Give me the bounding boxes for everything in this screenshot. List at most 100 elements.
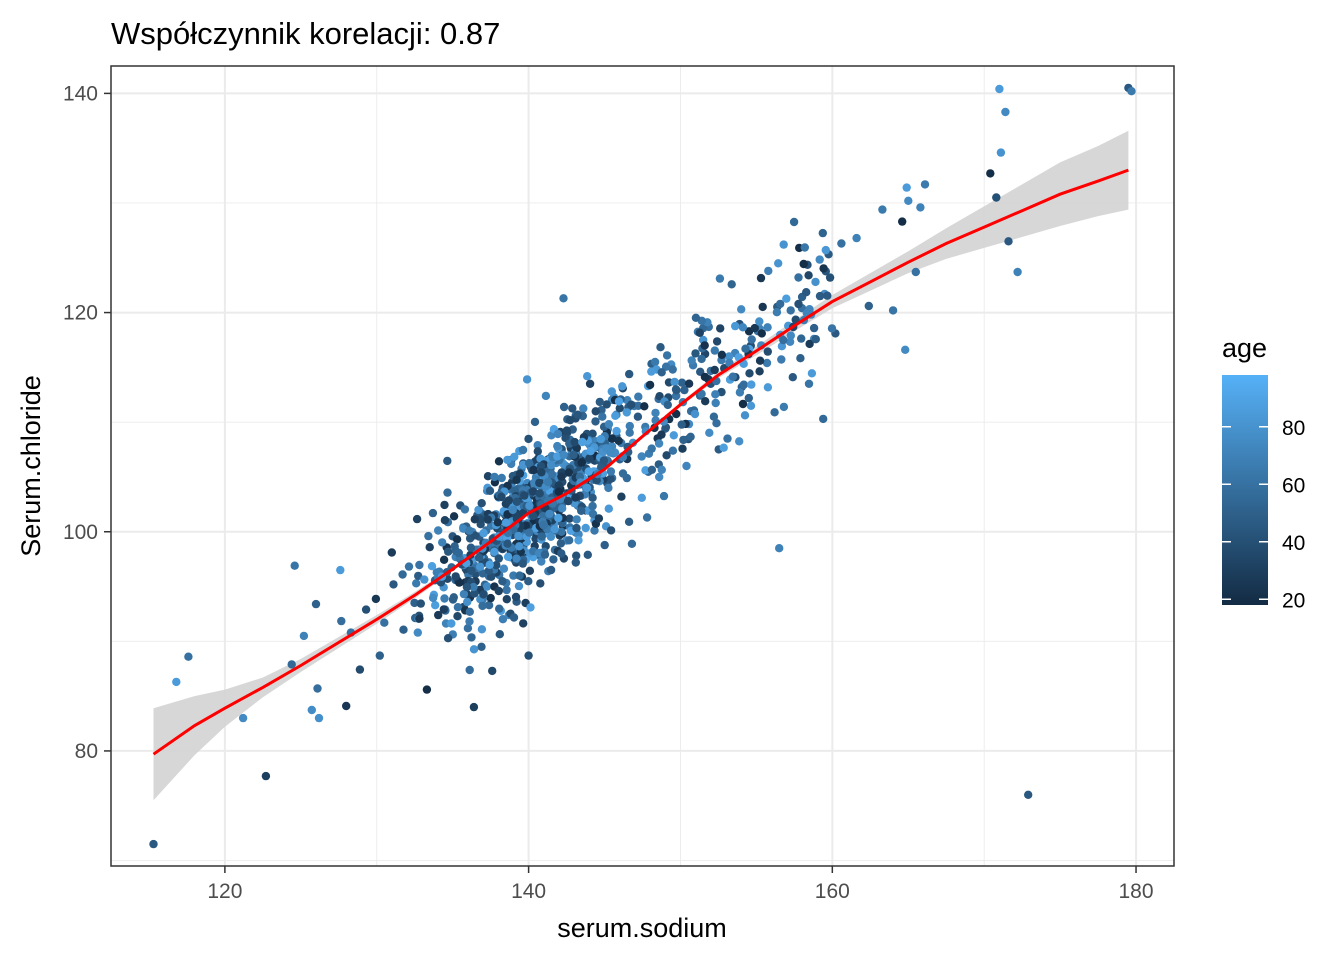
data-point bbox=[415, 560, 424, 570]
data-point bbox=[483, 582, 492, 591]
data-point bbox=[444, 547, 453, 556]
data-point bbox=[573, 410, 582, 419]
data-point bbox=[727, 280, 736, 289]
x-tick-label: 140 bbox=[511, 880, 546, 903]
data-point bbox=[313, 684, 322, 693]
data-point bbox=[711, 390, 720, 399]
legend-title: age bbox=[1222, 333, 1267, 363]
data-point bbox=[633, 412, 643, 421]
data-point bbox=[709, 412, 719, 421]
data-point bbox=[512, 497, 522, 506]
data-point bbox=[515, 542, 524, 551]
data-point bbox=[715, 274, 725, 283]
smooth-trend-line bbox=[152, 168, 1129, 756]
data-point bbox=[763, 323, 772, 332]
data-point bbox=[662, 451, 671, 460]
legend-tick-label: 40 bbox=[1282, 532, 1305, 555]
data-point bbox=[612, 426, 621, 436]
data-point bbox=[554, 513, 563, 523]
data-point bbox=[588, 493, 597, 502]
data-point bbox=[490, 472, 499, 482]
data-point bbox=[565, 536, 574, 545]
data-point bbox=[786, 331, 795, 340]
data-point bbox=[794, 299, 803, 309]
data-point bbox=[477, 499, 486, 508]
data-point bbox=[770, 408, 779, 417]
data-point bbox=[470, 589, 479, 598]
data-point bbox=[581, 523, 590, 533]
data-point bbox=[530, 417, 540, 427]
data-point bbox=[679, 435, 688, 445]
data-point bbox=[466, 543, 476, 552]
data-point bbox=[582, 483, 592, 493]
data-point bbox=[416, 599, 425, 608]
data-point bbox=[518, 445, 528, 455]
data-point bbox=[465, 607, 474, 616]
data-point bbox=[763, 383, 773, 392]
data-point bbox=[799, 259, 808, 269]
data-point bbox=[815, 255, 824, 264]
data-point bbox=[488, 666, 497, 676]
data-point bbox=[695, 328, 704, 337]
data-point bbox=[503, 455, 512, 465]
data-point bbox=[465, 617, 474, 626]
data-point bbox=[287, 660, 296, 669]
data-point bbox=[625, 421, 634, 431]
data-point bbox=[691, 313, 701, 322]
data-point bbox=[583, 550, 592, 559]
data-point bbox=[564, 496, 573, 506]
data-point bbox=[705, 428, 714, 437]
data-point bbox=[533, 441, 542, 450]
data-point bbox=[479, 528, 488, 538]
data-point bbox=[779, 240, 788, 249]
y-tick-label: 140 bbox=[63, 82, 98, 105]
data-point bbox=[622, 408, 631, 417]
data-point bbox=[465, 526, 474, 535]
x-tick-label: 120 bbox=[207, 880, 242, 903]
data-point bbox=[509, 571, 518, 580]
data-point bbox=[640, 402, 649, 411]
data-point bbox=[510, 452, 519, 461]
data-point bbox=[502, 595, 511, 604]
plot-panel bbox=[110, 65, 1175, 867]
data-point bbox=[731, 321, 740, 331]
data-point bbox=[470, 515, 479, 524]
data-point bbox=[740, 411, 750, 420]
y-tick-label: 120 bbox=[63, 302, 98, 325]
data-point bbox=[565, 514, 574, 523]
data-point bbox=[711, 398, 720, 408]
data-point bbox=[537, 468, 546, 477]
data-point bbox=[453, 612, 462, 621]
data-point bbox=[490, 547, 499, 556]
data-point bbox=[755, 367, 764, 376]
data-point bbox=[577, 458, 586, 467]
data-point bbox=[440, 500, 449, 510]
data-point bbox=[588, 509, 598, 519]
data-point bbox=[413, 628, 422, 637]
data-point bbox=[764, 266, 773, 276]
data-point bbox=[668, 446, 678, 455]
data-point bbox=[572, 515, 581, 524]
data-point bbox=[789, 217, 799, 227]
data-point bbox=[697, 354, 706, 364]
x-tick-label: 180 bbox=[1119, 880, 1154, 903]
data-point bbox=[474, 553, 484, 562]
data-point bbox=[571, 493, 580, 502]
x-axis: 120 140 160 180 bbox=[207, 866, 1154, 903]
data-point bbox=[811, 277, 820, 287]
data-point bbox=[591, 407, 600, 416]
data-point bbox=[545, 509, 554, 519]
data-point bbox=[823, 291, 832, 300]
data-point bbox=[361, 605, 371, 614]
data-point bbox=[669, 431, 678, 440]
data-point bbox=[431, 601, 440, 610]
data-point bbox=[615, 404, 624, 413]
data-point bbox=[585, 454, 594, 463]
data-point bbox=[719, 443, 728, 452]
data-point bbox=[475, 562, 485, 571]
data-point bbox=[443, 634, 453, 643]
data-point bbox=[878, 205, 887, 214]
smooth-line bbox=[152, 168, 1129, 756]
data-point bbox=[682, 461, 691, 471]
